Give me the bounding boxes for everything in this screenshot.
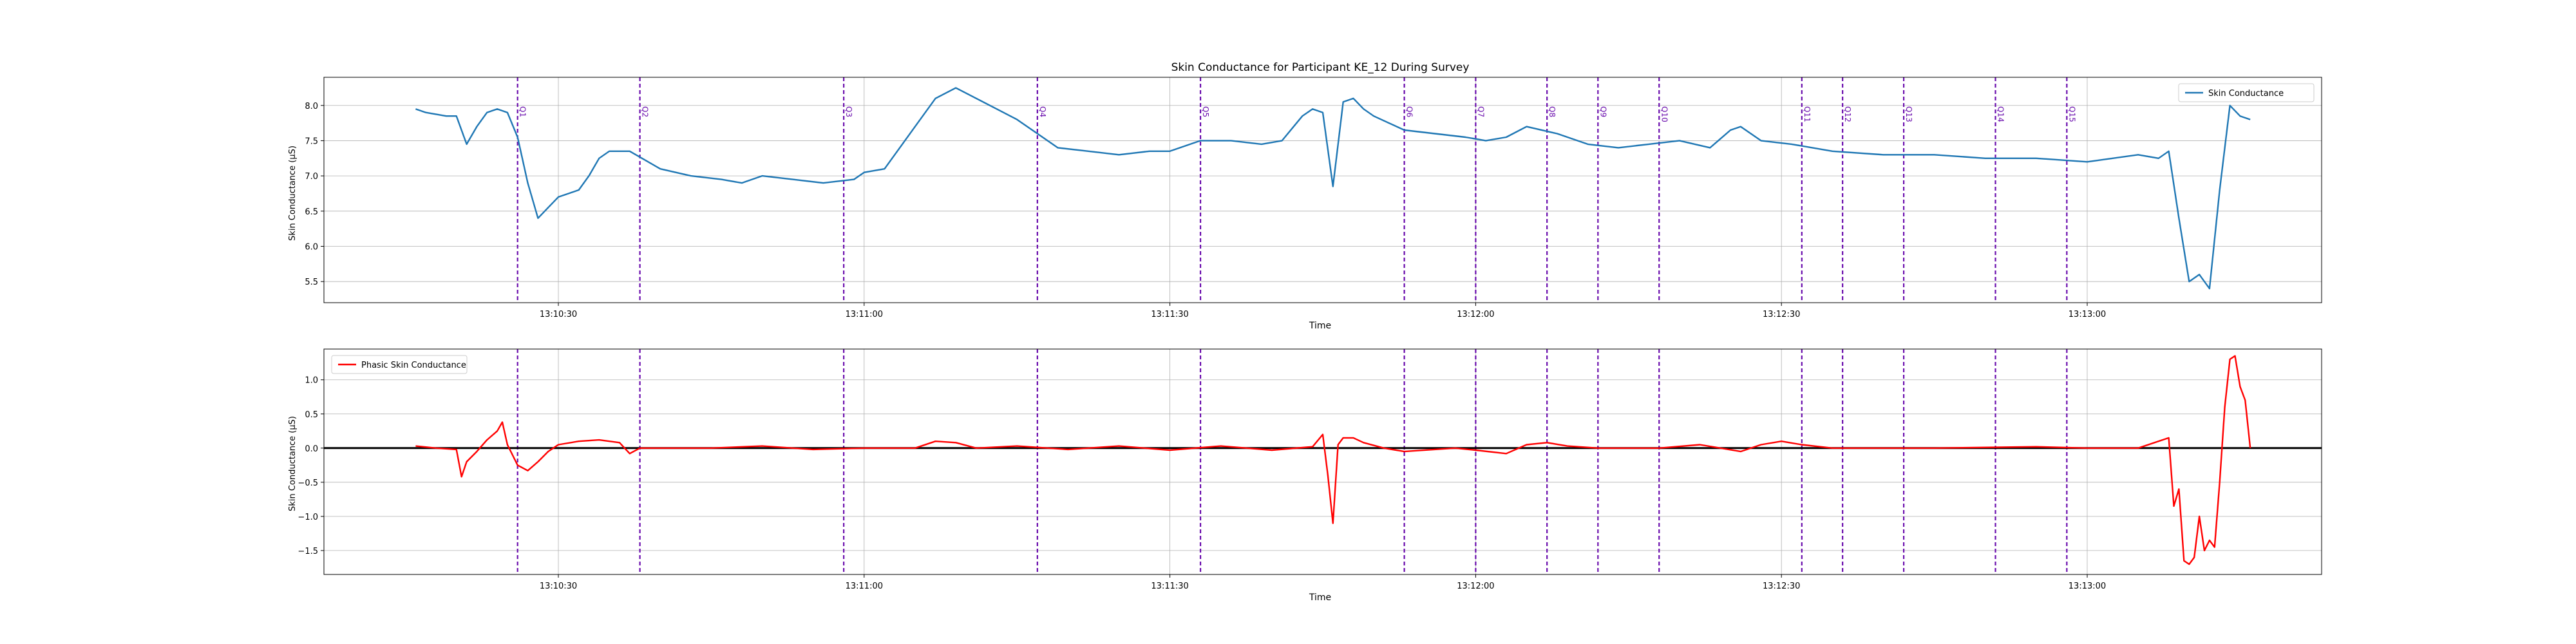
x-tick-label: 13:12:00 — [1457, 310, 1494, 319]
x-tick-label: 13:12:00 — [1457, 582, 1494, 591]
bottom-chart-x-axis-label: Time — [1309, 592, 1331, 603]
bottom-chart-x-ticks: 13:10:30 13:11:00 13:11:30 13:12:00 13:12:30… — [540, 574, 2106, 591]
question-marker-label: Q8 — [1548, 106, 1557, 117]
top-chart-y-axis-label: Skin Conductance (µS) — [288, 146, 298, 241]
legend-label: Skin Conductance — [2208, 89, 2284, 99]
top-chart-plot-area — [323, 77, 2322, 303]
question-marker-label: Q4 — [1038, 106, 1047, 117]
question-marker-label: Q5 — [1201, 106, 1210, 117]
y-tick-label: 7.5 — [305, 137, 318, 146]
x-tick-label: 13:12:30 — [1763, 310, 1800, 319]
top-chart-x-axis-label: Time — [1309, 321, 1331, 331]
question-marker-label: Q9 — [1598, 106, 1607, 117]
x-tick-label: 13:11:00 — [846, 582, 883, 591]
question-marker-label: Q13 — [1904, 106, 1913, 122]
top-chart-question-markers: Q1 Q2 Q3 Q4 Q5 Q6 Q7 Q8 Q9 Q10 Q11 Q12 Q13 Q14 Q15 — [516, 77, 2076, 303]
top-chart-y-ticks: 5.5 6.0 6.5 7.0 7.5 8.0 — [305, 102, 324, 287]
question-marker-label: Q12 — [1843, 106, 1852, 122]
question-marker-label: Q14 — [1996, 106, 2005, 122]
question-marker-label: Q11 — [1803, 106, 1812, 122]
series-line — [415, 87, 2251, 290]
y-tick-label: −1.5 — [298, 547, 318, 556]
y-tick-label: −1.0 — [298, 513, 318, 522]
bottom-chart-y-ticks: −1.5 −1.0 −0.5 0.0 0.5 1.0 — [298, 376, 324, 556]
y-tick-label: 8.0 — [305, 102, 318, 111]
top-chart-legend: Skin Conductance — [2178, 83, 2315, 102]
question-marker-label: Q6 — [1405, 106, 1414, 117]
y-tick-label: 5.5 — [305, 278, 318, 287]
x-tick-label: 13:11:00 — [846, 310, 883, 319]
x-tick-label: 13:12:30 — [1763, 582, 1800, 591]
top-chart-skin-conductance: Q1 Q2 Q3 Q4 Q5 Q6 Q7 Q8 Q9 Q10 Q11 Q12 Q13 Q14 Q15 13:… — [288, 77, 2322, 331]
bottom-chart-question-markers — [516, 349, 2068, 574]
question-marker-label: Q2 — [641, 106, 650, 117]
y-tick-label: 0.5 — [305, 410, 318, 420]
bottom-chart-phasic-conductance: 13:10:30 13:11:00 13:11:30 13:12:00 13:12:30… — [288, 348, 2322, 603]
bottom-chart-series — [415, 355, 2251, 565]
y-tick-label: −0.5 — [298, 478, 318, 488]
x-tick-label: 13:13:00 — [2069, 310, 2106, 319]
question-marker-label: Q15 — [2067, 106, 2076, 122]
top-chart-series — [415, 87, 2251, 290]
bottom-chart-plot-area — [323, 348, 2322, 575]
y-tick-label: 1.0 — [305, 376, 318, 386]
x-tick-label: 13:11:30 — [1151, 582, 1188, 591]
question-marker-label: Q10 — [1660, 106, 1669, 122]
x-tick-label: 13:10:30 — [540, 310, 577, 319]
top-chart-x-ticks: 13:10:30 13:11:00 13:11:30 13:12:00 13:12:30… — [540, 303, 2106, 319]
top-chart-grid — [324, 77, 2322, 303]
bottom-chart-y-axis-label: Skin Conductance (µS) — [288, 416, 298, 511]
x-tick-label: 13:11:30 — [1151, 310, 1188, 319]
x-tick-label: 13:13:00 — [2069, 582, 2106, 591]
legend-box — [331, 355, 468, 374]
series-line — [415, 355, 2251, 565]
question-marker-label: Q1 — [518, 106, 527, 117]
y-tick-label: 7.0 — [305, 172, 318, 182]
legend-box — [2178, 83, 2315, 102]
question-marker-label: Q7 — [1476, 106, 1485, 117]
legend-label: Phasic Skin Conductance — [361, 361, 466, 370]
y-tick-label: 6.0 — [305, 243, 318, 252]
chart-title: Skin Conductance for Participant KE_12 D… — [1171, 61, 1470, 74]
bottom-chart-legend: Phasic Skin Conductance — [331, 355, 468, 374]
question-marker-label: Q3 — [844, 106, 853, 117]
y-tick-label: 6.5 — [305, 207, 318, 217]
x-tick-label: 13:10:30 — [540, 582, 577, 591]
y-tick-label: 0.0 — [305, 444, 318, 454]
